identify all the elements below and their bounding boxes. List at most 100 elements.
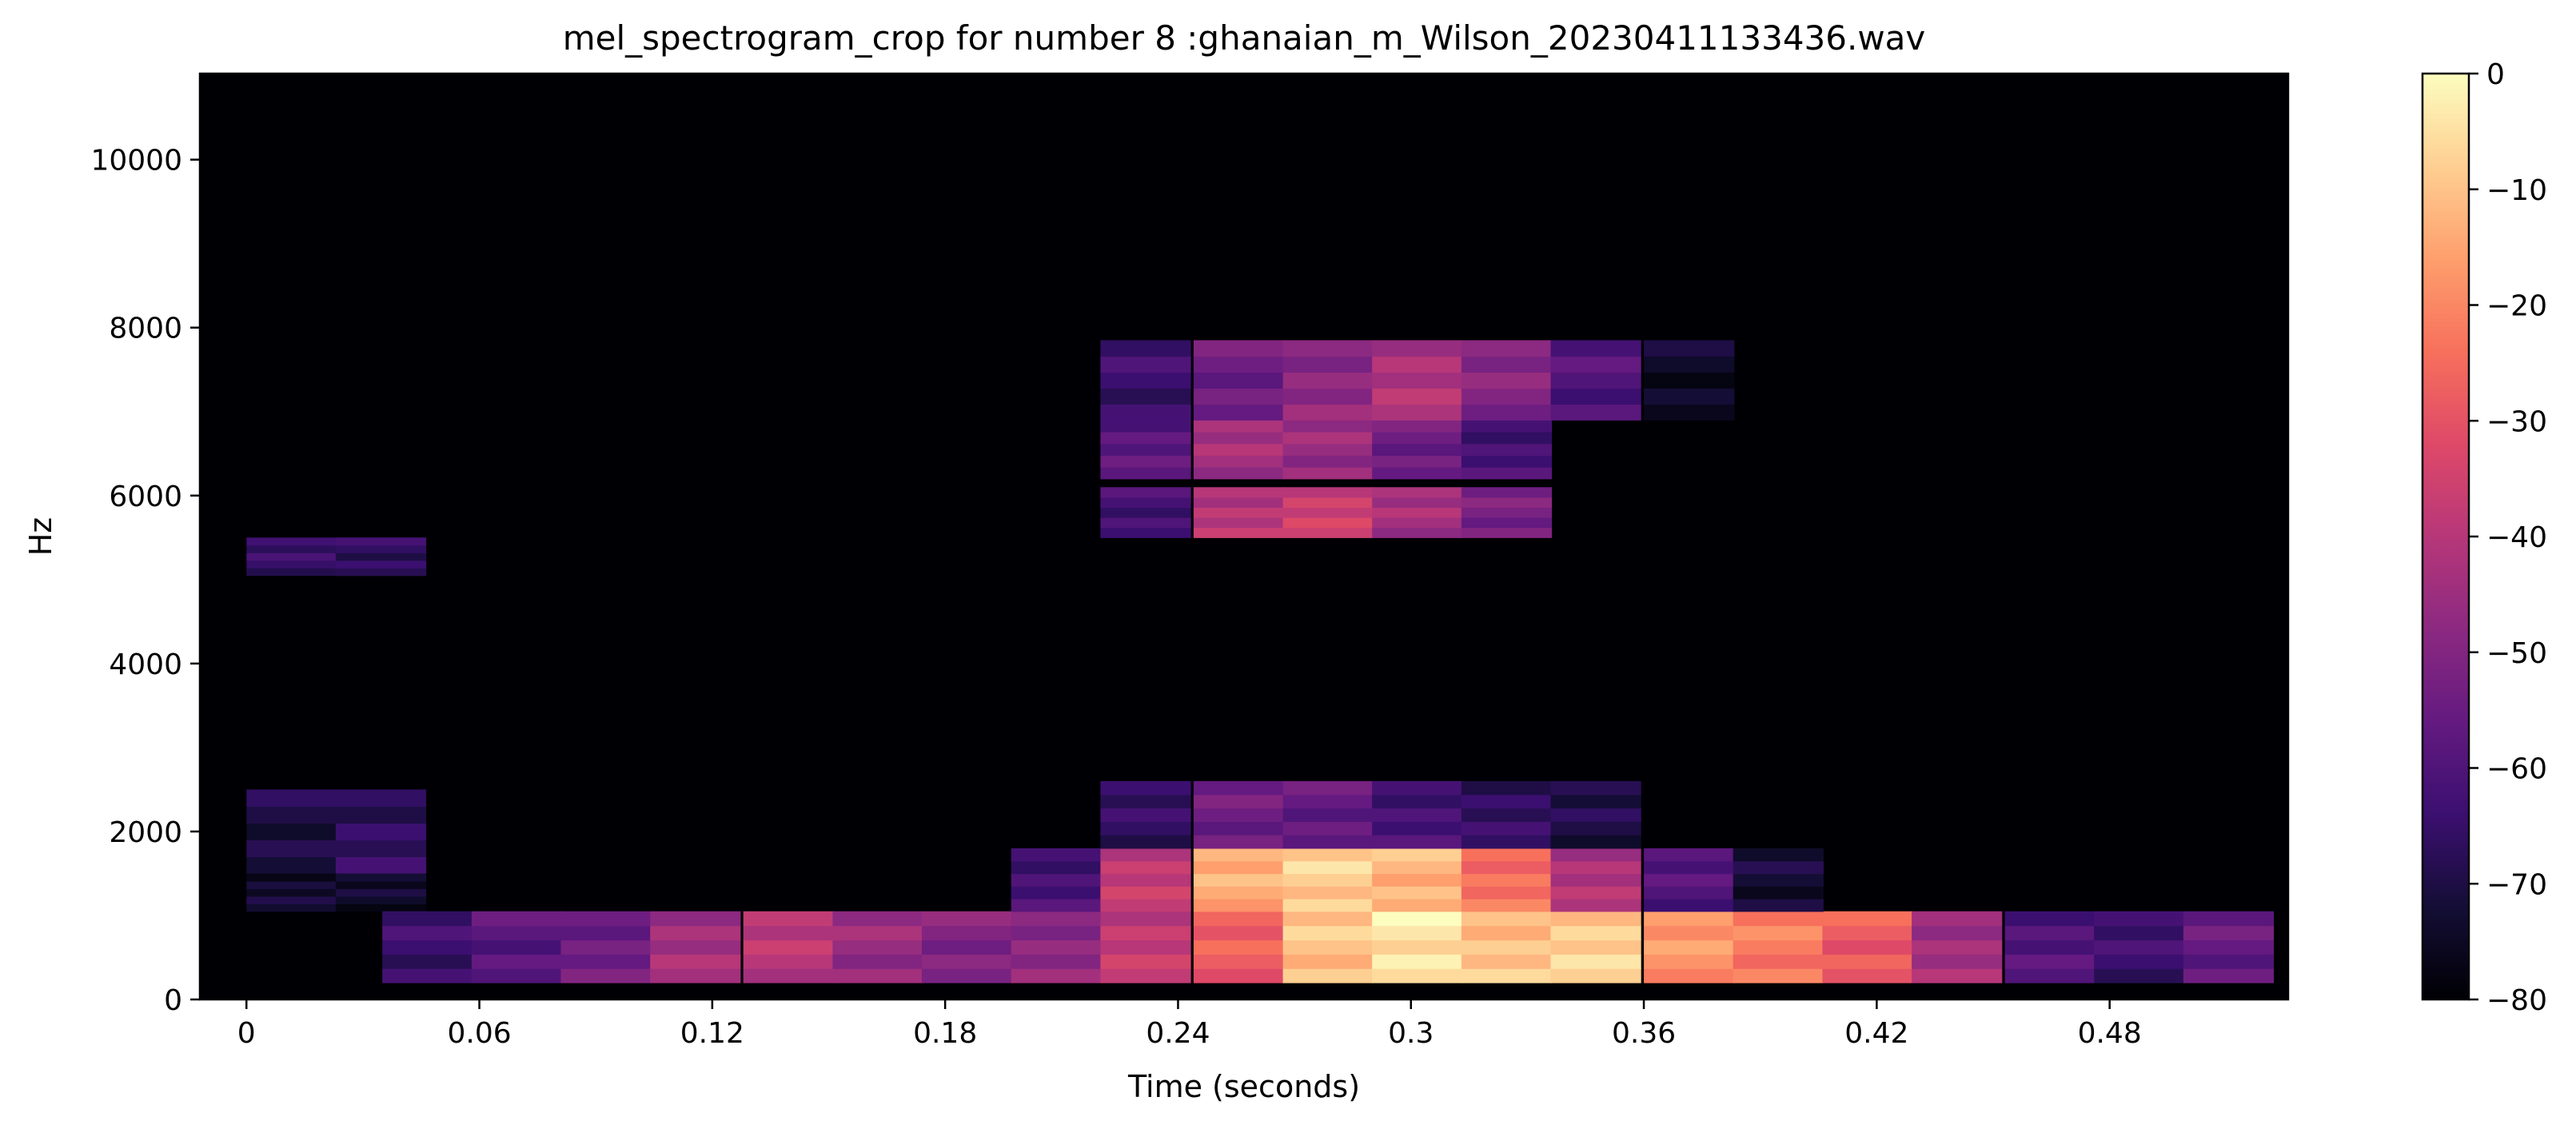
spectrogram-cell <box>1100 432 1191 445</box>
spectrogram-cell <box>1912 939 2003 955</box>
spectrogram-cell <box>2183 925 2275 941</box>
colorbar-axis: 0 −10 −20 −30 −40 −50 −60 −70 −80 <box>2469 58 2547 1017</box>
spectrogram-cell <box>1193 860 1285 875</box>
spectrogram-cell <box>1100 899 1191 912</box>
spectrogram-cell <box>1193 899 1285 912</box>
spectrogram-cell <box>1461 860 1553 875</box>
spectrogram-cell <box>560 968 652 983</box>
spectrogram-cell <box>1550 968 1641 983</box>
spectrogram-cell <box>335 896 427 904</box>
spectrogram-cell <box>2004 911 2095 927</box>
spectrogram-cell <box>560 954 652 969</box>
x-tick-label: 0 <box>237 1017 256 1050</box>
spectrogram-cell <box>2004 968 2095 983</box>
spectrogram-cell <box>246 904 337 912</box>
spectrogram-cell <box>1822 911 1913 927</box>
spectrogram-cell <box>1282 780 1374 796</box>
spectrogram-cell <box>1733 860 1824 875</box>
spectrogram-cell <box>1733 925 1824 941</box>
spectrogram-cell <box>1372 939 1463 955</box>
spectrogram-cell <box>1461 886 1553 900</box>
colorbar-tick-label: 0 <box>2486 58 2505 91</box>
spectrogram-cell <box>246 560 337 568</box>
spectrogram-cell <box>1372 487 1463 498</box>
plot-frame <box>198 72 2290 1001</box>
spectrogram-cell <box>560 939 652 955</box>
spectrogram-cell <box>246 888 337 897</box>
spectrogram-cell <box>1100 925 1191 941</box>
y-tick-label: 4000 <box>109 648 182 681</box>
spectrogram-cell <box>1822 954 1913 969</box>
spectrogram-cell <box>1372 404 1463 421</box>
spectrogram-cell <box>1461 808 1553 822</box>
spectrogram-cell <box>1372 886 1463 900</box>
colorbar <box>2421 72 2470 1001</box>
spectrogram-cell <box>1282 925 1374 941</box>
spectrogram-cell <box>2183 911 2275 927</box>
spectrogram-cell <box>1644 954 1735 969</box>
x-tick-label: 0.24 <box>1146 1017 1210 1050</box>
spectrogram-cell <box>1100 848 1191 862</box>
spectrogram-cell <box>335 545 427 553</box>
spectrogram-cell <box>1100 821 1191 836</box>
spectrogram-cell <box>743 968 834 983</box>
spectrogram-cell <box>2094 911 2185 927</box>
spectrogram-cell <box>832 968 923 983</box>
spectrogram-cell <box>246 537 337 546</box>
spectrogram-cell <box>335 873 427 882</box>
colorbar-tick-label: −40 <box>2486 521 2547 554</box>
spectrogram-cell <box>1644 925 1735 941</box>
spectrogram-cell <box>1461 911 1553 927</box>
spectrogram-cell <box>1461 517 1553 529</box>
spectrogram-cell <box>1372 517 1463 529</box>
spectrogram-cell <box>1011 873 1102 887</box>
spectrogram-cell <box>1644 860 1735 875</box>
spectrogram-cell <box>1100 860 1191 875</box>
spectrogram-cell <box>1282 432 1374 445</box>
spectrogram-cell <box>1461 821 1553 836</box>
spectrogram-cell <box>335 568 427 576</box>
spectrogram-cell <box>1372 835 1463 849</box>
spectrogram-cell <box>1461 487 1553 498</box>
spectrogram-cell <box>1193 356 1285 373</box>
spectrogram-cell <box>922 911 1013 927</box>
spectrogram-cell <box>471 925 563 941</box>
spectrogram-cell <box>1550 340 1641 357</box>
spectrogram-cell <box>1461 527 1553 538</box>
x-tick-label: 0.36 <box>1612 1017 1676 1050</box>
spectrogram-cell <box>922 925 1013 941</box>
spectrogram-cell <box>246 568 337 576</box>
spectrogram-cell <box>1282 821 1374 836</box>
spectrogram-cell <box>1100 968 1191 983</box>
spectrogram-cell <box>650 939 741 955</box>
spectrogram-cell <box>471 954 563 969</box>
spectrogram-cell <box>246 553 337 561</box>
spectrogram-cell <box>1193 954 1285 969</box>
spectrogram-cell <box>1372 455 1463 468</box>
spectrogram-cell <box>1733 939 1824 955</box>
spectrogram-cell <box>335 880 427 889</box>
spectrogram-cell <box>1461 848 1553 862</box>
spectrogram-cell <box>1282 886 1374 900</box>
spectrogram-cell <box>650 968 741 983</box>
spectrogram-cell <box>1644 939 1735 955</box>
colorbar-tick-label: −20 <box>2486 290 2547 323</box>
spectrogram-cell <box>1282 507 1374 518</box>
spectrogram-cell <box>1461 954 1553 969</box>
spectrogram-cell <box>1193 527 1285 538</box>
spectrogram-cell <box>1550 848 1641 862</box>
spectrogram-cell <box>246 806 337 824</box>
spectrogram-cell <box>1372 968 1463 983</box>
spectrogram-cell <box>1644 340 1735 357</box>
spectrogram-cell <box>1461 467 1553 480</box>
spectrogram-cell <box>1461 968 1553 983</box>
spectrogram-cell <box>1912 968 2003 983</box>
spectrogram-cell <box>832 911 923 927</box>
spectrogram-cell <box>1193 432 1285 445</box>
spectrogram-cell <box>1193 388 1285 405</box>
spectrogram-cell <box>1100 420 1191 433</box>
spectrogram-cell <box>1550 388 1641 405</box>
spectrogram-cell <box>1644 899 1735 912</box>
spectrogram-cell <box>2094 939 2185 955</box>
